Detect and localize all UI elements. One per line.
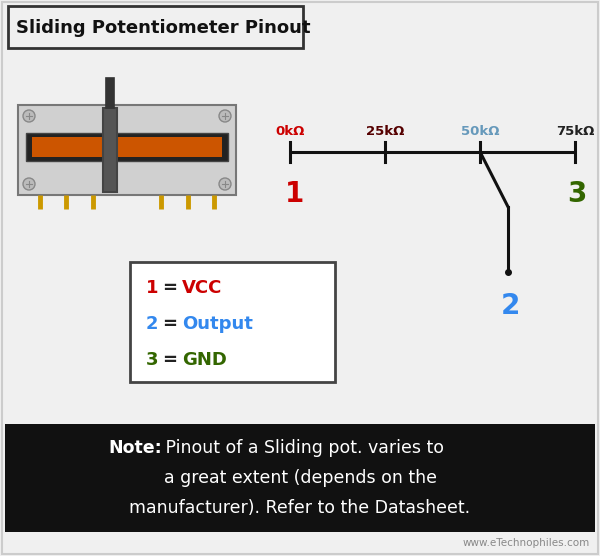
Text: =: =: [162, 279, 177, 297]
Circle shape: [23, 110, 35, 122]
Circle shape: [23, 178, 35, 190]
FancyBboxPatch shape: [103, 108, 116, 192]
Circle shape: [219, 178, 231, 190]
Text: 25kΩ: 25kΩ: [366, 125, 404, 138]
Text: Pinout of a Sliding pot. varies to: Pinout of a Sliding pot. varies to: [160, 439, 444, 457]
FancyBboxPatch shape: [8, 6, 303, 48]
FancyBboxPatch shape: [106, 78, 113, 108]
Text: www.eTechnophiles.com: www.eTechnophiles.com: [463, 538, 590, 548]
FancyBboxPatch shape: [32, 137, 222, 157]
Text: 1: 1: [284, 180, 304, 208]
Text: a great extent (depends on the: a great extent (depends on the: [163, 469, 437, 487]
Circle shape: [219, 110, 231, 122]
Text: 50kΩ: 50kΩ: [461, 125, 499, 138]
Text: 3: 3: [146, 351, 158, 369]
Text: GND: GND: [182, 351, 227, 369]
FancyBboxPatch shape: [18, 105, 236, 195]
Text: 3: 3: [568, 180, 587, 208]
Text: Note:: Note:: [108, 439, 162, 457]
FancyBboxPatch shape: [26, 133, 228, 161]
Text: 1: 1: [146, 279, 158, 297]
FancyBboxPatch shape: [5, 424, 595, 532]
Text: 0kΩ: 0kΩ: [275, 125, 305, 138]
Text: 2: 2: [500, 292, 520, 320]
Text: manufacturer). Refer to the Datasheet.: manufacturer). Refer to the Datasheet.: [130, 499, 470, 517]
Text: Output: Output: [182, 315, 253, 333]
Text: 75kΩ: 75kΩ: [556, 125, 594, 138]
Text: =: =: [162, 351, 177, 369]
Text: =: =: [162, 315, 177, 333]
Text: 2: 2: [146, 315, 158, 333]
FancyBboxPatch shape: [130, 262, 335, 382]
Text: VCC: VCC: [182, 279, 223, 297]
Text: Sliding Potentiometer Pinout: Sliding Potentiometer Pinout: [16, 19, 311, 37]
